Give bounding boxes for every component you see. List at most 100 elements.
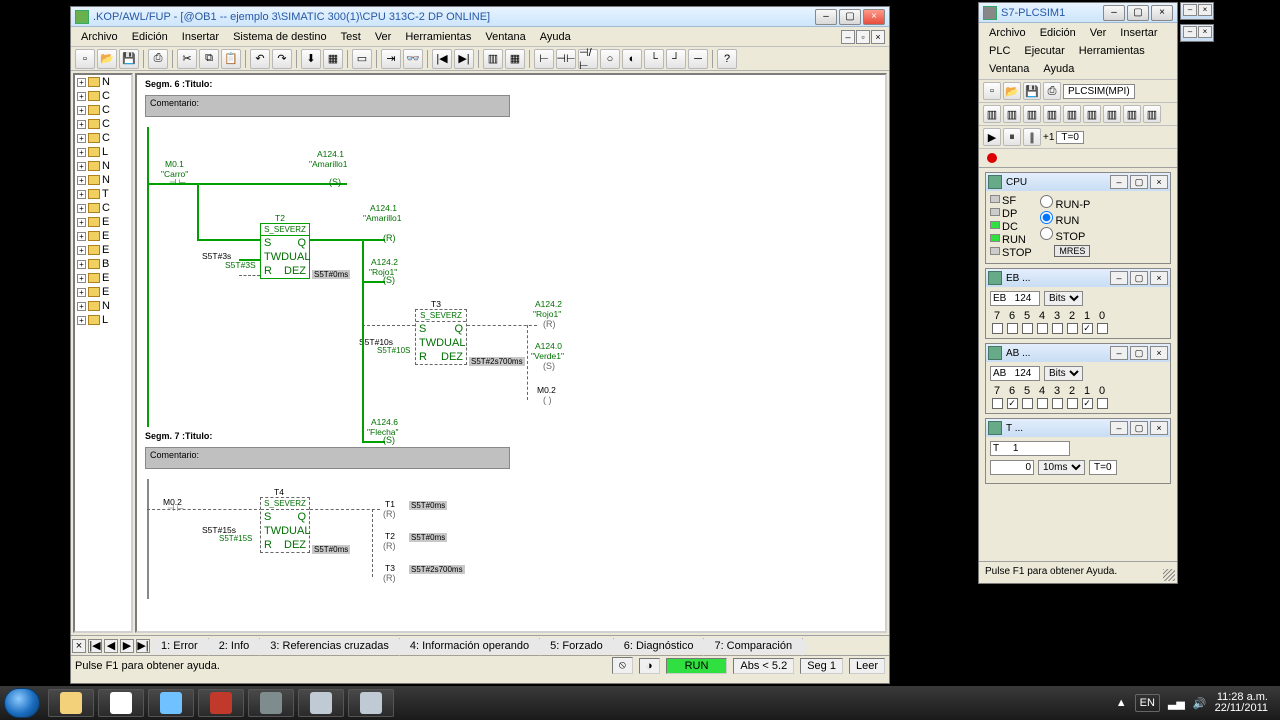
resize-grip[interactable] [1163,569,1175,581]
tab-info[interactable]: 2: Info [209,638,261,654]
eb-max[interactable]: ▢ [1130,271,1148,285]
taskbar-app-brush[interactable] [248,689,294,717]
tree-item[interactable]: +N [75,299,131,313]
bit-checkbox[interactable] [1082,323,1093,334]
taskbar-simatic[interactable] [298,689,344,717]
tab-force[interactable]: 5: Forzado [540,638,614,654]
runp-radio[interactable]: RUN-P [1040,195,1091,211]
stub-min[interactable]: – [1183,26,1197,38]
sim-menu-ejecutar[interactable]: Ejecutar [1018,43,1070,59]
monitor-icon[interactable]: ▦ [323,49,343,69]
plcsim-maximize[interactable]: ▢ [1127,5,1149,21]
sim-menu-edicion[interactable]: Edición [1034,25,1082,41]
tree-item[interactable]: +C [75,117,131,131]
sim-menu-ver[interactable]: Ver [1084,25,1113,41]
maximize-button[interactable]: ▢ [839,9,861,25]
contact-nc-icon[interactable]: ⊣/⊢ [578,49,598,69]
menu-ventana[interactable]: Ventana [479,29,531,45]
bit-checkbox[interactable] [1007,398,1018,409]
mdi-minimize[interactable]: – [841,30,855,44]
tree-item[interactable]: +L [75,145,131,159]
bit-checkbox[interactable] [1097,398,1108,409]
tree-item[interactable]: +C [75,131,131,145]
menu-edicion[interactable]: Edición [126,29,174,45]
sim-menu-herramientas[interactable]: Herramientas [1073,43,1151,59]
tab-xref[interactable]: 3: Referencias cruzadas [260,638,400,654]
branch-icon[interactable]: └ [644,49,664,69]
tree-item[interactable]: +N [75,173,131,187]
tray-vol-icon[interactable]: 🔊 [1193,697,1207,710]
bit-checkbox[interactable] [992,323,1003,334]
coil2-icon[interactable]: ◐ [622,49,642,69]
menu-test[interactable]: Test [335,29,367,45]
save-icon[interactable]: 💾 [119,49,139,69]
sim-save-icon[interactable]: 💾 [1023,82,1041,100]
bit-checkbox[interactable] [1082,398,1093,409]
sim-i9-icon[interactable]: ▥ [1143,105,1161,123]
sim-plus1[interactable]: +1 [1043,132,1054,143]
tab-close-icon[interactable]: × [72,639,86,653]
tab-next-icon[interactable]: ▶ [120,639,134,653]
sim-i6-icon[interactable]: ▥ [1083,105,1101,123]
sim-run-icon[interactable]: ▶ [983,128,1001,146]
sim-t0-button[interactable]: T=0 [1056,131,1084,144]
eb-format-select[interactable]: Bits [1044,291,1083,306]
bit-checkbox[interactable] [1052,323,1063,334]
lad-view-icon[interactable]: ▥ [483,49,503,69]
ab-max[interactable]: ▢ [1130,346,1148,360]
conn-icon[interactable]: ─ [688,49,708,69]
tab-diag[interactable]: 6: Diagnóstico [614,638,705,654]
bit-checkbox[interactable] [1067,398,1078,409]
record-icon[interactable] [987,153,997,163]
bit-checkbox[interactable] [1052,398,1063,409]
bit-checkbox[interactable] [1022,398,1033,409]
taskbar-explorer[interactable] [48,689,94,717]
stub-min[interactable]: – [1183,4,1197,16]
menu-ver[interactable]: Ver [369,29,398,45]
cpu-panel-close[interactable]: × [1150,175,1168,189]
tree-item[interactable]: +E [75,285,131,299]
bit-checkbox[interactable] [1097,323,1108,334]
close-button[interactable]: × [863,9,885,25]
taskbar-msn[interactable] [148,689,194,717]
sim-pause-icon[interactable]: ∥ [1023,128,1041,146]
download-icon[interactable]: ⬇ [301,49,321,69]
sim-i7-icon[interactable]: ▥ [1103,105,1121,123]
start-button[interactable] [4,688,40,718]
cut-icon[interactable]: ✂ [177,49,197,69]
fbd-view-icon[interactable]: ▦ [505,49,525,69]
sim-step-icon[interactable]: ⏸ [1003,128,1021,146]
clock[interactable]: 11:28 a.m. 22/11/2011 [1215,692,1268,714]
eb-address-input[interactable] [990,291,1040,306]
sim-open-icon[interactable]: 📂 [1003,82,1021,100]
sim-menu-plc[interactable]: PLC [983,43,1016,59]
eb-min[interactable]: – [1110,271,1128,285]
redo-icon[interactable]: ↷ [272,49,292,69]
bit-checkbox[interactable] [992,398,1003,409]
first-icon[interactable]: |◀ [432,49,452,69]
sim-saveas-icon[interactable]: ⎙ [1043,82,1061,100]
sim-i3-icon[interactable]: ▥ [1023,105,1041,123]
mdi-restore[interactable]: ▫ [856,30,870,44]
sim-i4-icon[interactable]: ▥ [1043,105,1061,123]
menu-insertar[interactable]: Insertar [176,29,225,45]
sim-menu-ayuda[interactable]: Ayuda [1037,61,1080,77]
goto-icon[interactable]: ⇥ [381,49,401,69]
menu-ayuda[interactable]: Ayuda [534,29,577,45]
paste-icon[interactable]: 📋 [221,49,241,69]
coil1-icon[interactable]: ○ [600,49,620,69]
bit-checkbox[interactable] [1067,323,1078,334]
sim-interface-select[interactable]: PLCSIM(MPI) [1063,84,1135,99]
segment-6-comment[interactable]: Comentario: [145,95,510,117]
sim-menu-ventana[interactable]: Ventana [983,61,1035,77]
menu-herramientas[interactable]: Herramientas [399,29,477,45]
sim-menu-archivo[interactable]: Archivo [983,25,1032,41]
menu-sistema[interactable]: Sistema de destino [227,29,333,45]
t-address-input[interactable] [990,441,1070,456]
sim-i2-icon[interactable]: ▥ [1003,105,1021,123]
bit-checkbox[interactable] [1037,323,1048,334]
tree-item[interactable]: +C [75,89,131,103]
contact-no-icon[interactable]: ⊣⊢ [556,49,576,69]
taskbar-chrome[interactable] [98,689,144,717]
tree-item[interactable]: +T [75,187,131,201]
